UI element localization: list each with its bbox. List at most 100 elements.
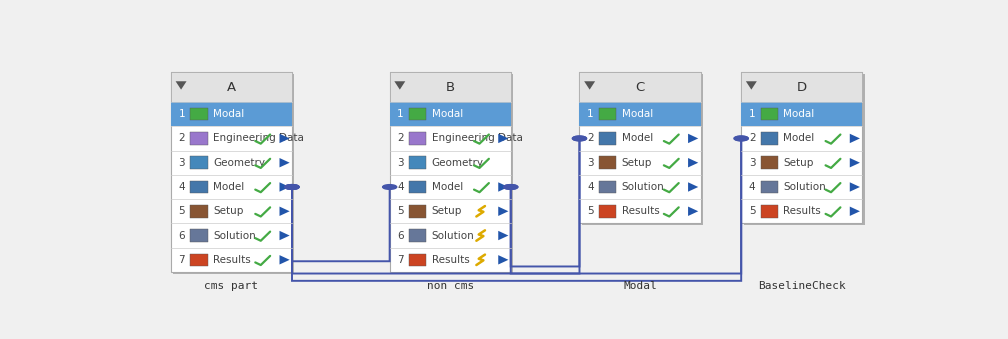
Circle shape [573,136,587,141]
Text: Modal: Modal [783,109,814,119]
FancyBboxPatch shape [599,156,616,169]
FancyBboxPatch shape [409,132,426,145]
Text: Model: Model [622,134,653,143]
Text: Modal: Modal [431,109,463,119]
FancyBboxPatch shape [580,102,701,126]
Polygon shape [498,231,508,240]
FancyBboxPatch shape [744,74,865,225]
FancyBboxPatch shape [741,102,862,126]
Text: 5: 5 [749,206,755,216]
FancyBboxPatch shape [392,74,513,274]
Text: cms part: cms part [205,281,258,291]
FancyBboxPatch shape [191,205,208,218]
Text: Geometry: Geometry [213,158,265,168]
FancyBboxPatch shape [171,102,292,126]
Polygon shape [498,134,508,143]
Text: Results: Results [431,255,470,265]
Text: Modal: Modal [623,281,657,291]
Polygon shape [585,81,595,89]
Text: Results: Results [622,206,659,216]
FancyBboxPatch shape [390,102,511,126]
FancyBboxPatch shape [173,74,294,274]
Text: 2: 2 [397,134,404,143]
Text: 3: 3 [397,158,404,168]
Polygon shape [850,182,860,192]
Polygon shape [175,81,186,89]
Text: 4: 4 [178,182,185,192]
FancyBboxPatch shape [761,181,778,193]
Polygon shape [279,206,289,216]
FancyBboxPatch shape [741,72,862,223]
FancyBboxPatch shape [409,181,426,193]
Text: Setup: Setup [213,206,244,216]
Text: Engineering Data: Engineering Data [213,134,304,143]
Text: Solution: Solution [213,231,256,241]
Text: 1: 1 [749,109,755,119]
FancyBboxPatch shape [761,156,778,169]
Text: 1: 1 [178,109,185,119]
FancyBboxPatch shape [582,74,703,225]
Text: Setup: Setup [783,158,813,168]
Circle shape [285,185,299,190]
Text: Results: Results [783,206,822,216]
Polygon shape [850,158,860,167]
Polygon shape [746,81,757,89]
Text: A: A [227,81,236,94]
Text: Solution: Solution [431,231,475,241]
Text: non cms: non cms [426,281,474,291]
Polygon shape [850,206,860,216]
FancyBboxPatch shape [171,72,292,102]
Text: Setup: Setup [431,206,463,216]
FancyBboxPatch shape [761,132,778,145]
Text: 6: 6 [397,231,404,241]
Polygon shape [279,134,289,143]
FancyBboxPatch shape [171,72,292,272]
Polygon shape [394,81,405,89]
Text: 3: 3 [178,158,185,168]
Text: 4: 4 [397,182,404,192]
Text: Model: Model [431,182,463,192]
Polygon shape [279,231,289,240]
FancyBboxPatch shape [741,72,862,102]
FancyBboxPatch shape [409,229,426,242]
Polygon shape [688,158,699,167]
Text: 7: 7 [178,255,185,265]
Text: Modal: Modal [213,109,244,119]
FancyBboxPatch shape [191,254,208,266]
FancyBboxPatch shape [599,108,616,120]
Text: 1: 1 [397,109,404,119]
Text: 3: 3 [587,158,594,168]
Text: 5: 5 [587,206,594,216]
Polygon shape [279,158,289,167]
Circle shape [285,185,299,190]
Text: 7: 7 [397,255,404,265]
Polygon shape [498,182,508,192]
Text: 2: 2 [749,134,755,143]
Text: Engineering Data: Engineering Data [431,134,523,143]
Text: C: C [635,81,645,94]
Text: BaselineCheck: BaselineCheck [758,281,846,291]
Circle shape [383,185,397,190]
Text: Solution: Solution [783,182,827,192]
Polygon shape [850,134,860,143]
Text: Model: Model [783,134,814,143]
Text: Solution: Solution [622,182,664,192]
Circle shape [285,185,299,190]
FancyBboxPatch shape [409,205,426,218]
Circle shape [504,185,518,190]
Text: 1: 1 [587,109,594,119]
FancyBboxPatch shape [409,254,426,266]
Text: 3: 3 [749,158,755,168]
FancyBboxPatch shape [580,72,701,102]
Text: 5: 5 [397,206,404,216]
Circle shape [504,185,518,190]
FancyBboxPatch shape [409,108,426,120]
FancyBboxPatch shape [191,181,208,193]
FancyBboxPatch shape [191,108,208,120]
Text: 2: 2 [587,134,594,143]
FancyBboxPatch shape [390,72,511,102]
Polygon shape [279,255,289,264]
Text: Modal: Modal [622,109,653,119]
FancyBboxPatch shape [599,205,616,218]
Text: 4: 4 [749,182,755,192]
